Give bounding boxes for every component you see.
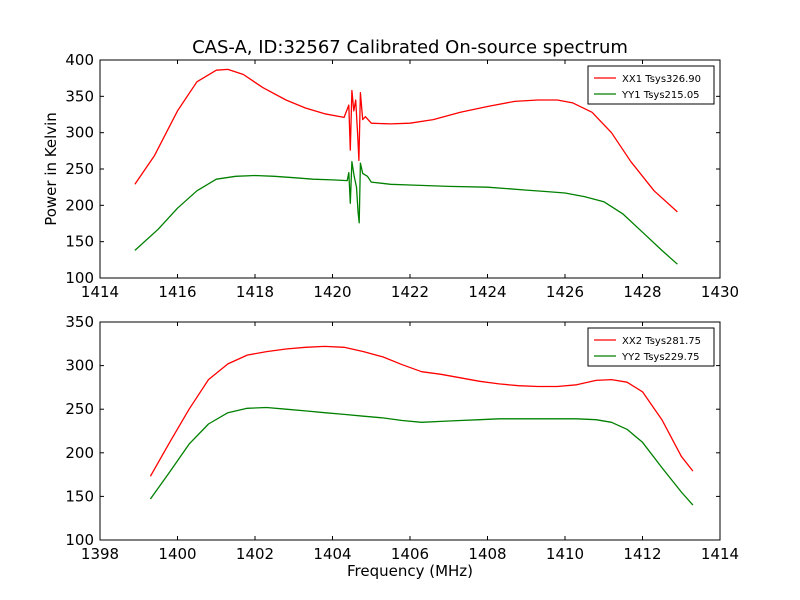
bottom-x-tick-label: 1410 [546, 545, 584, 563]
bottom-y-tick-label: 150 [65, 487, 94, 505]
top-y-tick-label: 200 [65, 196, 94, 214]
top-y-tick-label: 300 [65, 124, 94, 142]
top-x-tick-label: 1428 [623, 283, 661, 301]
bottom-x-tick-label: 1412 [623, 545, 661, 563]
bottom-x-tick-label: 1406 [391, 545, 429, 563]
top-x-tick-label: 1416 [158, 283, 196, 301]
top-x-tick-label: 1430 [701, 283, 739, 301]
bottom-legend: XX2 Tsys281.75 YY2 Tsys229.75 [587, 327, 715, 367]
top-series-line-2 [134, 161, 678, 265]
top-x-tick-label: 1426 [546, 283, 584, 301]
top-y-tick-label: 100 [65, 269, 94, 287]
bottom-series-line-2 [149, 406, 694, 506]
x-axis-label: Frequency (MHz) [347, 562, 473, 580]
top-legend: XX1 Tsys326.90 YY1 Tsys215.05 [587, 65, 715, 105]
bottom-x-tick-label: 1400 [158, 545, 196, 563]
top-y-tick-label: 250 [65, 160, 94, 178]
top-spectrum-panel: 1414 1416 1418 1420 1422 1424 1426 1428 1430 100 1… [65, 51, 739, 301]
bottom-y-tick-label: 350 [65, 313, 94, 331]
top-x-tick-label: 1420 [313, 283, 351, 301]
bottom-y-tick-label: 250 [65, 400, 94, 418]
top-x-tick-label: 1418 [236, 283, 274, 301]
bottom-x-tick-label: 1414 [701, 545, 739, 563]
y-axis-label: Power in Kelvin [42, 112, 60, 226]
bottom-x-tick-label: 1404 [313, 545, 351, 563]
top-series-group [134, 68, 678, 265]
bottom-series-line-1 [149, 345, 694, 477]
bottom-y-tick-label: 300 [65, 357, 94, 375]
top-x-tick-label: 1414 [81, 283, 119, 301]
top-legend-box [587, 65, 715, 105]
figure-title: CAS-A, ID:32567 Calibrated On-source spe… [192, 37, 628, 58]
bottom-series-group [149, 345, 694, 506]
top-series-line-1 [134, 68, 678, 213]
top-x-tick-label: 1424 [468, 283, 506, 301]
top-y-tick-label: 150 [65, 233, 94, 251]
bottom-x-tick-label: 1408 [468, 545, 506, 563]
bottom-y-tick-label: 100 [65, 531, 94, 549]
bottom-spectrum-panel: 1398 1400 1402 1404 1406 1408 1410 1412 1414 100 1… [65, 313, 739, 563]
bottom-legend-label-2: YY2 Tsys229.75 [621, 352, 700, 363]
bottom-y-tick-label: 200 [65, 444, 94, 462]
bottom-legend-box [587, 327, 715, 367]
bottom-x-tick-label: 1402 [236, 545, 274, 563]
top-y-tick-label: 350 [65, 87, 94, 105]
top-legend-label-1: XX1 Tsys326.90 [622, 74, 701, 85]
top-x-tick-label: 1422 [391, 283, 429, 301]
bottom-x-tick-label: 1398 [81, 545, 119, 563]
top-legend-label-2: YY1 Tsys215.05 [621, 90, 700, 101]
top-y-tick-label: 400 [65, 51, 94, 69]
bottom-legend-label-1: XX2 Tsys281.75 [622, 336, 701, 347]
